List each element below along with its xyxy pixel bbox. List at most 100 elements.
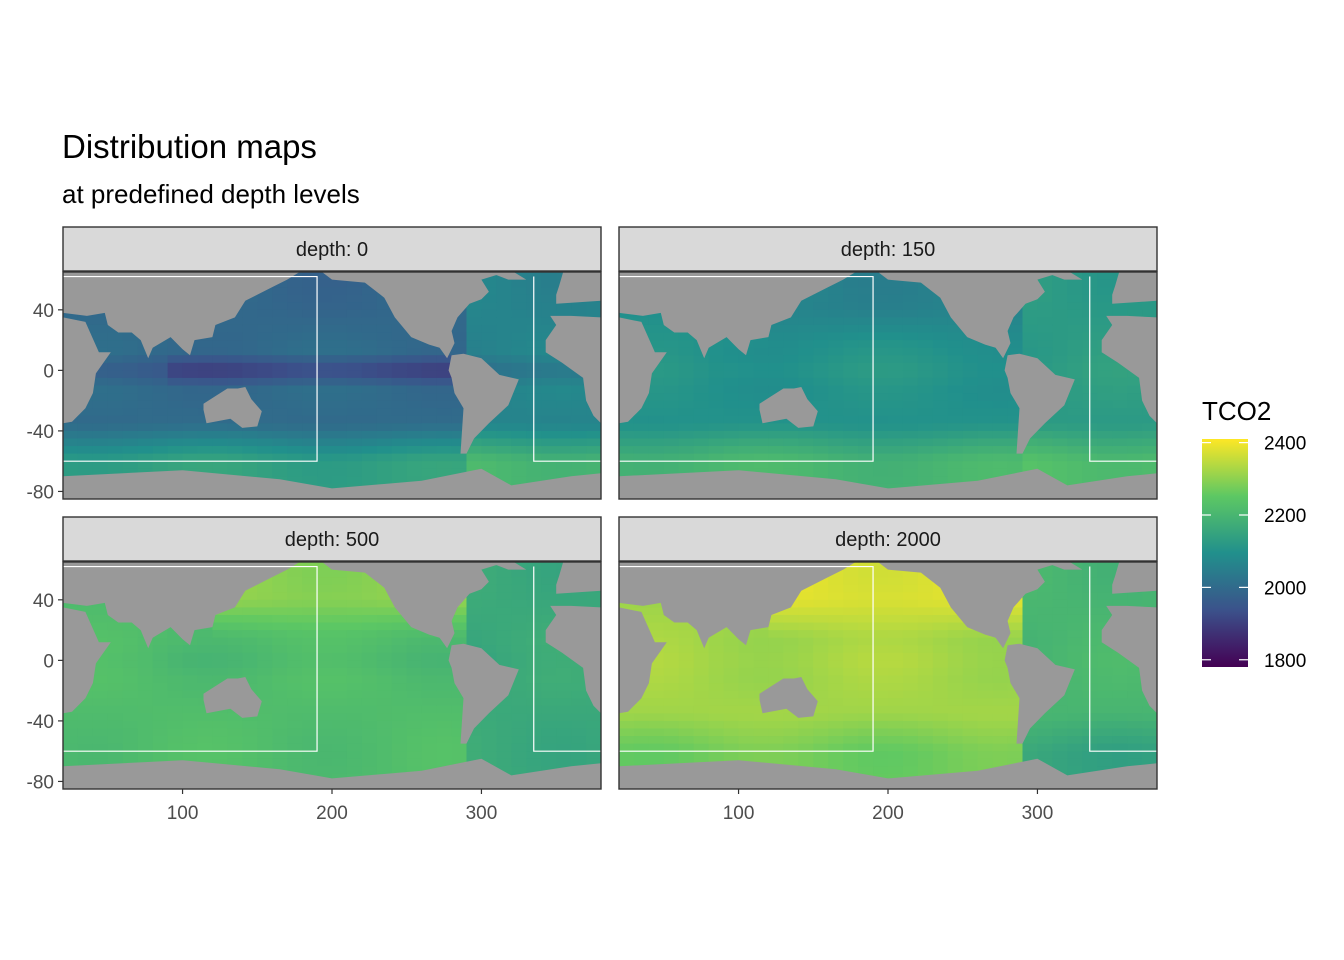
heatmap-cell — [977, 690, 994, 699]
heatmap-cell — [586, 423, 601, 432]
heatmap-cell — [708, 630, 725, 639]
heatmap-cell — [212, 614, 228, 624]
heatmap-cell — [693, 415, 710, 424]
heatmap-cell — [693, 347, 710, 356]
heatmap-cell — [556, 415, 572, 424]
heatmap-cell — [873, 453, 889, 462]
heatmap-cell — [678, 667, 695, 677]
heatmap-cell — [843, 743, 859, 752]
heatmap-cell — [992, 385, 1009, 394]
heatmap-cell — [302, 476, 318, 485]
heatmap-cell — [272, 758, 288, 767]
heatmap-cell — [302, 652, 318, 661]
heatmap-cell — [346, 461, 363, 470]
heatmap-cell — [873, 461, 889, 470]
heatmap-cell — [768, 751, 784, 760]
heatmap-cell — [962, 415, 979, 424]
heatmap-cell — [828, 713, 844, 722]
heatmap-cell — [526, 272, 542, 281]
heatmap-cell — [798, 667, 814, 677]
land-mass — [1044, 272, 1083, 280]
heatmap-cell — [317, 630, 333, 639]
heatmap-cell — [571, 400, 587, 409]
heatmap-cell — [798, 324, 814, 334]
heatmap-cell — [813, 645, 829, 654]
heatmap-cell — [511, 317, 527, 326]
heatmap-cell — [932, 347, 949, 356]
heatmap-cell — [888, 408, 904, 417]
heatmap-cell — [556, 683, 572, 692]
heatmap-cell — [693, 446, 710, 455]
heatmap-cell — [813, 690, 829, 699]
heatmap-cell — [167, 340, 184, 349]
heatmap-cell — [858, 340, 874, 349]
heatmap-cell — [556, 408, 572, 417]
heatmap-cell — [152, 453, 169, 462]
heatmap-cell — [828, 362, 844, 371]
heatmap-cell — [481, 324, 497, 334]
heatmap-cell — [678, 355, 695, 364]
heatmap-cell — [977, 667, 994, 677]
heatmap-cell — [496, 370, 512, 379]
heatmap-cell — [167, 385, 184, 394]
heatmap-cell — [451, 438, 468, 447]
heatmap-cell — [902, 309, 919, 318]
heatmap-cell — [481, 584, 497, 593]
heatmap-cell — [678, 660, 695, 669]
heatmap-cell — [977, 385, 994, 394]
heatmap-cell — [1142, 751, 1157, 760]
heatmap-cell — [663, 622, 680, 631]
heatmap-cell — [406, 675, 423, 684]
heatmap-cell — [828, 446, 844, 455]
heatmap-cell — [828, 698, 844, 707]
land-mass — [63, 607, 111, 714]
heatmap-cell — [1007, 728, 1024, 737]
heatmap-cell — [1127, 302, 1143, 311]
heatmap-cell — [317, 675, 333, 684]
heatmap-cell — [633, 743, 650, 752]
heatmap-cell — [227, 652, 243, 661]
land-mass — [1101, 315, 1157, 424]
heatmap-cell — [738, 408, 755, 417]
heatmap-cell — [1097, 279, 1113, 288]
heatmap-cell — [361, 599, 378, 608]
heatmap-cell — [212, 468, 228, 477]
heatmap-cell — [768, 713, 784, 722]
heatmap-cell — [813, 683, 829, 692]
heatmap-cell — [242, 630, 258, 639]
heatmap-cell — [768, 438, 784, 447]
heatmap-cell — [272, 637, 288, 646]
heatmap-cell — [137, 377, 154, 387]
heatmap-cell — [708, 423, 725, 432]
heatmap-cell — [962, 461, 979, 470]
heatmap-cell — [511, 324, 527, 334]
heatmap-cell — [663, 461, 680, 470]
heatmap-cell — [481, 758, 497, 767]
heatmap-cell — [257, 584, 273, 593]
heatmap-cell — [272, 362, 288, 371]
heatmap-cell — [182, 453, 199, 462]
heatmap-cell — [242, 362, 258, 371]
heatmap-cell — [556, 370, 572, 379]
heatmap-cell — [783, 728, 799, 737]
heatmap-cell — [828, 332, 844, 341]
heatmap-cell — [873, 340, 889, 349]
heatmap-cell — [783, 713, 799, 722]
heatmap-cell — [526, 476, 542, 485]
heatmap-cell — [332, 751, 348, 760]
heatmap-cell — [556, 453, 572, 462]
heatmap-cell — [1127, 667, 1143, 677]
heatmap-cell — [332, 736, 348, 745]
heatmap-cell — [753, 675, 770, 684]
heatmap-cell — [391, 332, 408, 341]
heatmap-cell — [633, 713, 650, 722]
heatmap-cell — [678, 652, 695, 661]
heatmap-cell — [947, 430, 964, 440]
heatmap-cell — [783, 362, 799, 371]
heatmap-cell — [302, 347, 318, 356]
heatmap-cell — [693, 438, 710, 447]
heatmap-cell — [361, 751, 378, 760]
heatmap-cell — [77, 758, 94, 767]
heatmap-cell — [813, 637, 829, 646]
heatmap-cell — [122, 705, 139, 714]
